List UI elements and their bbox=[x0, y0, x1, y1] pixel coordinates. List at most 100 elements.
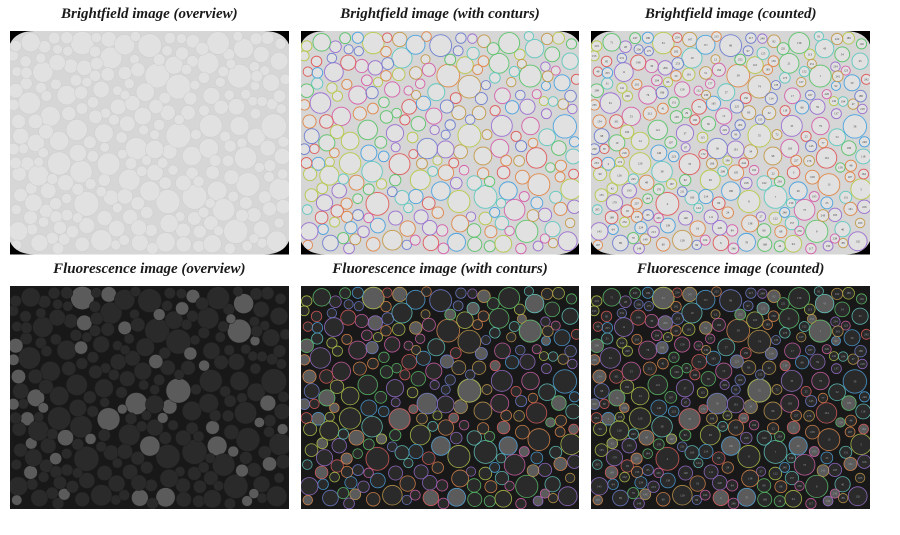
svg-text:185: 185 bbox=[833, 213, 838, 217]
caption-fl-contours: Fluorescence image (with conturs) bbox=[301, 261, 580, 280]
svg-text:202: 202 bbox=[738, 123, 743, 127]
svg-text:211: 211 bbox=[680, 190, 685, 194]
svg-text:156: 156 bbox=[772, 314, 777, 318]
svg-text:254: 254 bbox=[675, 290, 680, 294]
svg-text:109: 109 bbox=[847, 401, 852, 405]
svg-text:220: 220 bbox=[718, 480, 723, 484]
svg-text:119: 119 bbox=[783, 109, 788, 113]
svg-text:200: 200 bbox=[626, 94, 631, 98]
svg-text:252: 252 bbox=[738, 58, 743, 62]
svg-text:174: 174 bbox=[618, 414, 623, 418]
svg-text:199: 199 bbox=[646, 36, 651, 40]
svg-text:248: 248 bbox=[760, 37, 765, 41]
svg-text:69: 69 bbox=[718, 201, 721, 205]
svg-text:204: 204 bbox=[655, 78, 660, 82]
svg-text:150: 150 bbox=[744, 351, 749, 355]
svg-text:12: 12 bbox=[714, 57, 717, 61]
svg-text:237: 237 bbox=[635, 202, 640, 206]
svg-text:67: 67 bbox=[685, 145, 688, 149]
svg-text:108: 108 bbox=[811, 430, 816, 434]
svg-text:172: 172 bbox=[701, 407, 706, 411]
svg-text:62: 62 bbox=[684, 433, 687, 437]
svg-text:180: 180 bbox=[729, 444, 734, 448]
svg-text:210: 210 bbox=[635, 337, 640, 341]
caption-fl-overview: Fluorescence image (overview) bbox=[10, 261, 289, 280]
svg-text:249: 249 bbox=[863, 140, 868, 144]
svg-text:197: 197 bbox=[596, 498, 601, 502]
svg-text:123: 123 bbox=[844, 69, 849, 73]
svg-text:124: 124 bbox=[696, 206, 701, 210]
svg-text:223: 223 bbox=[672, 154, 677, 158]
svg-text:204: 204 bbox=[655, 333, 660, 337]
svg-text:241: 241 bbox=[836, 329, 841, 333]
svg-text:113: 113 bbox=[808, 52, 813, 56]
caption-bf-counted: Brightfield image (counted) bbox=[591, 6, 870, 25]
svg-text:213: 213 bbox=[652, 484, 657, 488]
svg-text:80: 80 bbox=[763, 228, 766, 232]
svg-text:199: 199 bbox=[646, 290, 651, 294]
svg-text:80: 80 bbox=[763, 483, 766, 487]
svg-text:208: 208 bbox=[721, 169, 726, 173]
svg-text:156: 156 bbox=[772, 59, 777, 63]
figure-grid: Brightfield image (overview) Brightfield… bbox=[0, 0, 880, 519]
svg-text:69: 69 bbox=[718, 456, 721, 460]
svg-text:184: 184 bbox=[717, 322, 722, 326]
svg-text:121: 121 bbox=[656, 382, 661, 386]
svg-text:225: 225 bbox=[735, 105, 740, 109]
svg-text:118: 118 bbox=[861, 409, 866, 413]
svg-text:192: 192 bbox=[625, 130, 630, 134]
svg-text:211: 211 bbox=[680, 444, 685, 448]
svg-text:223: 223 bbox=[672, 409, 677, 413]
svg-text:140: 140 bbox=[684, 471, 689, 475]
svg-text:113: 113 bbox=[808, 307, 813, 311]
svg-text:168: 168 bbox=[763, 242, 768, 246]
svg-text:176: 176 bbox=[807, 413, 812, 417]
svg-text:45: 45 bbox=[859, 314, 862, 318]
svg-text:239: 239 bbox=[592, 147, 597, 151]
svg-text:104: 104 bbox=[703, 238, 708, 242]
svg-text:78: 78 bbox=[745, 240, 748, 244]
svg-text:130: 130 bbox=[789, 456, 794, 460]
svg-text:131: 131 bbox=[844, 450, 849, 454]
svg-text:105: 105 bbox=[734, 425, 739, 429]
svg-text:117: 117 bbox=[809, 247, 814, 251]
svg-text:216: 216 bbox=[622, 151, 627, 155]
svg-text:104: 104 bbox=[703, 493, 708, 497]
svg-text:178: 178 bbox=[774, 83, 779, 87]
svg-text:68: 68 bbox=[780, 230, 783, 234]
svg-text:193: 193 bbox=[627, 189, 632, 193]
svg-text:218: 218 bbox=[860, 107, 865, 111]
svg-text:226: 226 bbox=[825, 92, 830, 96]
svg-text:149: 149 bbox=[643, 492, 648, 496]
svg-text:41: 41 bbox=[662, 107, 665, 111]
svg-text:170: 170 bbox=[657, 187, 662, 191]
svg-text:53: 53 bbox=[630, 369, 633, 373]
svg-text:163: 163 bbox=[858, 221, 863, 225]
svg-text:116: 116 bbox=[860, 42, 865, 46]
svg-text:21: 21 bbox=[788, 316, 791, 320]
svg-text:169: 169 bbox=[610, 470, 615, 474]
svg-text:125: 125 bbox=[761, 51, 766, 55]
svg-text:151: 151 bbox=[672, 355, 677, 359]
svg-text:42: 42 bbox=[611, 186, 614, 190]
svg-text:206: 206 bbox=[663, 320, 668, 324]
svg-text:107: 107 bbox=[669, 140, 674, 144]
svg-text:123: 123 bbox=[844, 323, 849, 327]
svg-text:238: 238 bbox=[833, 491, 838, 495]
svg-text:61: 61 bbox=[609, 101, 612, 105]
svg-text:110: 110 bbox=[753, 63, 758, 67]
svg-text:114: 114 bbox=[770, 351, 775, 355]
svg-text:240: 240 bbox=[783, 465, 788, 469]
svg-text:58: 58 bbox=[854, 124, 857, 128]
svg-text:212: 212 bbox=[648, 366, 653, 370]
svg-text:74: 74 bbox=[758, 85, 761, 89]
svg-text:218: 218 bbox=[860, 361, 865, 365]
svg-text:168: 168 bbox=[763, 497, 768, 501]
svg-text:161: 161 bbox=[849, 461, 854, 465]
svg-text:107: 107 bbox=[669, 395, 674, 399]
svg-text:139: 139 bbox=[666, 224, 671, 228]
svg-text:234: 234 bbox=[834, 319, 839, 323]
svg-text:178: 178 bbox=[774, 338, 779, 342]
svg-text:241: 241 bbox=[836, 74, 841, 78]
svg-text:194: 194 bbox=[841, 354, 846, 358]
